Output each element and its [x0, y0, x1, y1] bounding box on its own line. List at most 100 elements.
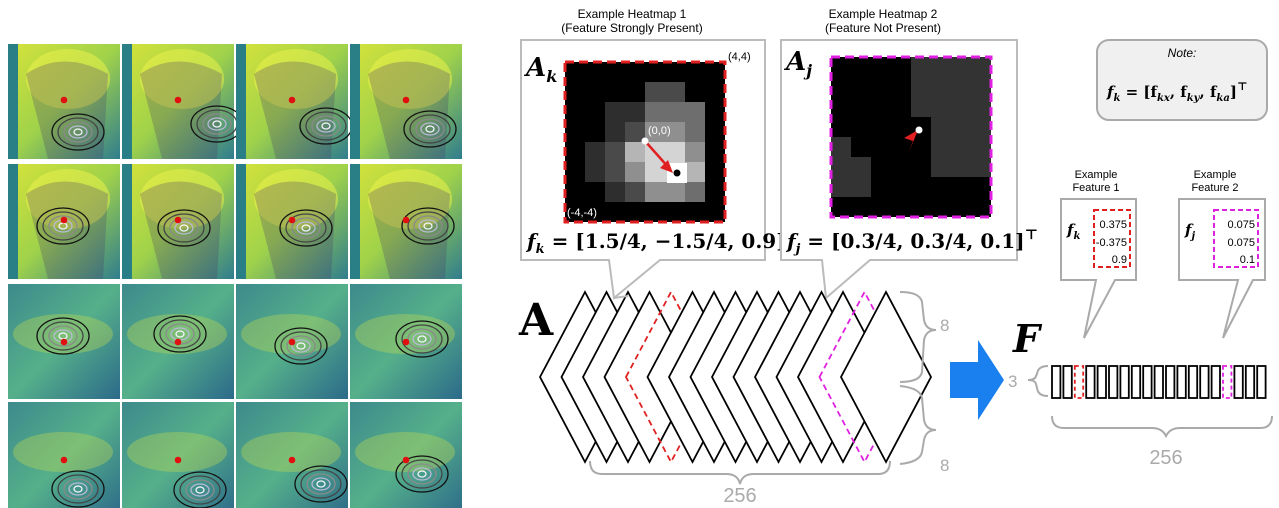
heatmap-cell: [585, 122, 605, 142]
thumbnail: [350, 44, 462, 159]
thumbnail: [8, 44, 120, 159]
heatmap1-image: [565, 62, 725, 222]
heatmap-cell: [911, 57, 991, 117]
center-point-2: [915, 126, 923, 134]
heatmap-cell: [605, 142, 625, 162]
transform-arrow-icon: [950, 340, 1004, 420]
feature-column: [1176, 365, 1187, 399]
feature-column: [1085, 365, 1096, 399]
landmark-point: [174, 96, 182, 104]
thumbnail: [350, 402, 462, 508]
feature-column: [1142, 365, 1153, 399]
heatmap-cell: [665, 102, 685, 122]
feature-matrix: [1051, 365, 1267, 399]
heatmap-cell: [645, 82, 665, 102]
thumbnail: [236, 284, 348, 399]
feature-column: [1130, 365, 1142, 399]
heatmap-cell: [585, 182, 605, 202]
brace-height: [899, 291, 937, 383]
landmark-point: [288, 456, 296, 464]
heatmap-cell: [605, 62, 625, 82]
heatmap2-formula: fj = [0.3/4, 0.3/4, 0.1]⊤: [785, 227, 1038, 257]
landmark-point: [60, 338, 68, 346]
thumbnail: [236, 402, 348, 508]
heatmap-cell: [705, 102, 725, 122]
dim-cols-label: 256: [1149, 447, 1182, 469]
thumbnail: [8, 284, 120, 399]
heatmap-cell: [705, 162, 725, 182]
heatmap-stack: [538, 290, 933, 464]
heatmap-cell: [645, 202, 665, 222]
offset-arrow-small: [904, 130, 918, 152]
heatmap-cell: [645, 122, 665, 142]
heatmap-cell: [705, 142, 725, 162]
feature1-title: Example: [1075, 169, 1118, 181]
feature-column: [1244, 365, 1256, 399]
heatmap-cell: [685, 82, 705, 102]
feature-column: [1108, 365, 1119, 399]
feature1-value-a: 0.9: [1112, 254, 1127, 266]
feature-column: [1051, 365, 1062, 399]
heatmap-cell: [605, 202, 625, 222]
thumbnail: [350, 164, 462, 279]
heatmap-cell: [565, 162, 585, 182]
heatmap-cell: [705, 82, 725, 102]
landmark-point: [174, 338, 182, 346]
corner-label-bottom-left: (-4,-4): [567, 207, 597, 219]
heatmap-cell: [685, 142, 705, 162]
thumbnail: [236, 164, 348, 279]
thumbnail: [350, 284, 462, 399]
thumbnail: [236, 44, 353, 159]
thumbnail: [8, 164, 120, 279]
heatmap-cell: [625, 202, 645, 222]
heatmap-cell: [625, 102, 645, 122]
heatmap-cell: [665, 202, 685, 222]
heatmap-cell: [625, 62, 645, 82]
heatmap-cell: [605, 102, 625, 122]
heatmap1-title: Example Heatmap 1: [578, 7, 687, 21]
heatmap-cell: [605, 182, 625, 202]
feature2-symbol: fj: [1184, 221, 1195, 242]
peak-point: [673, 169, 681, 177]
heatmap1-border: [563, 60, 727, 224]
landmark-point: [402, 216, 410, 224]
heatmap-cell: [665, 182, 685, 202]
feature1-value-y: -0.375: [1096, 237, 1127, 249]
feature-column: [1187, 365, 1199, 399]
brace-rows: [1027, 365, 1049, 397]
heatmap-cell: [931, 117, 991, 177]
heatmap-cell: [585, 202, 605, 222]
heatmap-cell: [645, 62, 665, 82]
feature-column-j: [1222, 365, 1233, 399]
heatmap-cell: [565, 82, 585, 102]
heatmap-cell: [645, 182, 665, 202]
callout-line: [613, 295, 629, 299]
feature2-subtitle: Feature 2: [1191, 182, 1238, 194]
image-grid: [8, 44, 462, 508]
heatmap-cell: [625, 182, 645, 202]
heatmap-cell: [585, 102, 605, 122]
landmark-point: [174, 456, 182, 464]
heatmap-cell: [585, 82, 605, 102]
thumbnail: [122, 284, 234, 399]
dim-h-label: 8: [940, 316, 949, 335]
note-formula: fk = [fkx, fky, fka]⊤: [1106, 80, 1248, 104]
heatmap-cell: [565, 122, 585, 142]
heatmap-cell: [851, 157, 871, 197]
feature2-value-x: 0.075: [1227, 219, 1255, 231]
matrix-f-label: F: [1012, 316, 1043, 361]
feature2-box: fj 0.075 0.075 0.1: [1178, 198, 1266, 339]
heatmap-cell: [565, 182, 585, 202]
feature-column: [1096, 365, 1107, 399]
center-label: (0,0): [648, 125, 671, 137]
feature2-title: Example: [1194, 169, 1237, 181]
heatmap-cell: [565, 142, 585, 162]
heatmap-cell: [605, 82, 625, 102]
landmark-point: [60, 216, 68, 224]
heatmap-cell: [705, 202, 725, 222]
heatmap2-border: [829, 55, 993, 219]
heatmap-cell: [665, 82, 685, 102]
feature-column-k: [1073, 365, 1085, 399]
tensor-a-label: A: [518, 295, 554, 346]
heatmap-cell: [685, 62, 705, 82]
